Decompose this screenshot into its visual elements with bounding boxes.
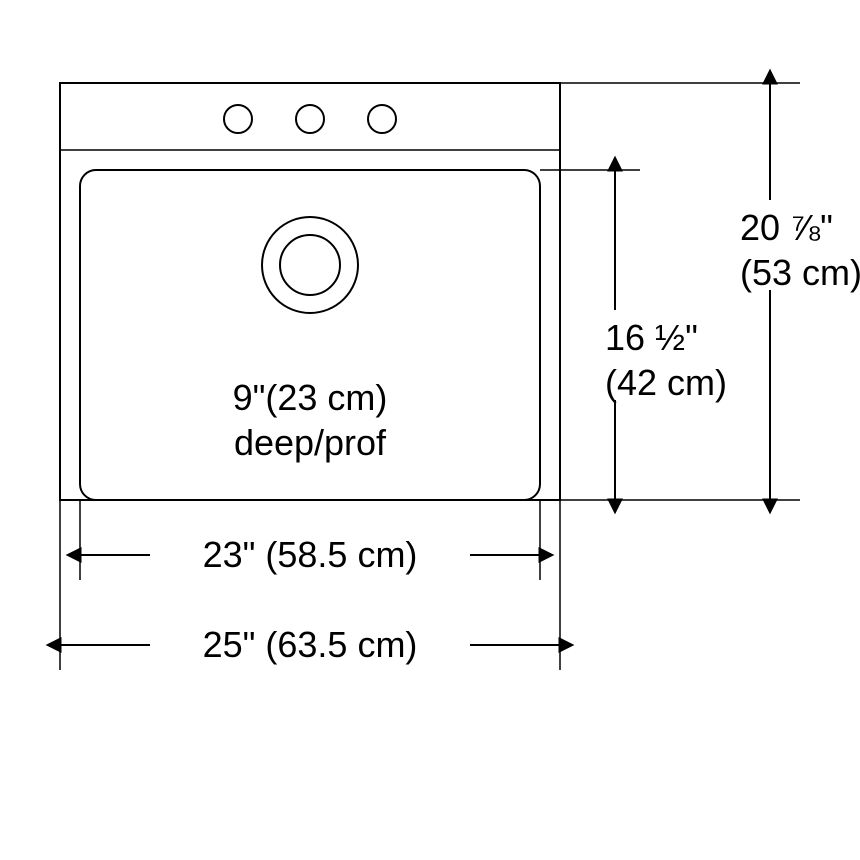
inner-height-label-1: 16 ½" <box>605 317 698 358</box>
faucet-hole-2 <box>296 105 324 133</box>
inner-width-label: 23" (58.5 cm) <box>203 534 418 575</box>
drain-outer <box>262 217 358 313</box>
inner-height-label-2: (42 cm) <box>605 362 727 403</box>
faucet-hole-1 <box>224 105 252 133</box>
faucet-hole-3 <box>368 105 396 133</box>
depth-label-line2: deep/prof <box>234 422 387 463</box>
outer-height-label-1: 20 ⅞" <box>740 207 833 248</box>
outer-width-label: 25" (63.5 cm) <box>203 624 418 665</box>
sink-diagram: 9"(23 cm) deep/prof 23" (58.5 cm) 25" (6… <box>0 0 860 860</box>
outer-height-label-2: (53 cm) <box>740 252 860 293</box>
depth-label-line1: 9"(23 cm) <box>233 377 388 418</box>
drain-inner <box>280 235 340 295</box>
